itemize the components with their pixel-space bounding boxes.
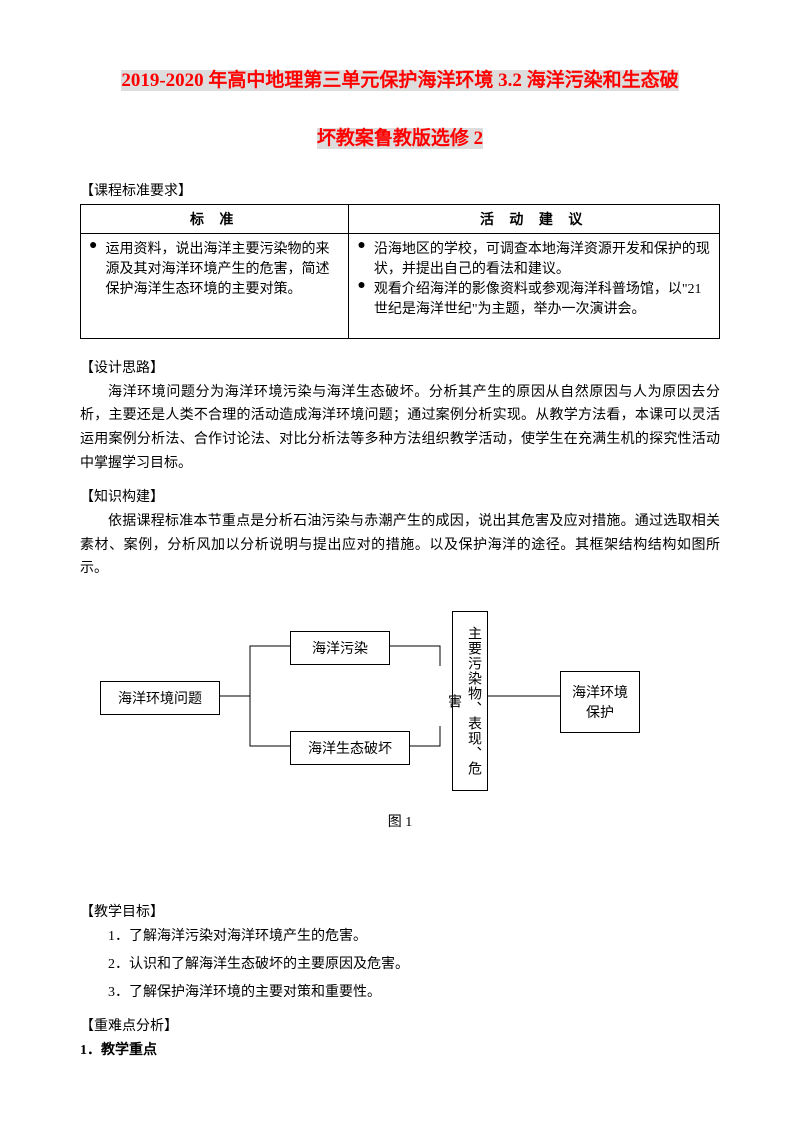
objectives-heading: 【教学目标】 (80, 901, 720, 921)
table-header-left: 标 准 (81, 204, 349, 233)
title-line-1: 2019-2020 年高中地理第三单元保护海洋环境 3.2 海洋污染和生态破 (121, 70, 678, 91)
right-bullet-text-2: 观看介绍海洋的影像资料或参观海洋科普场馆，以"21 世纪是海洋世纪"为主题，举办… (374, 278, 711, 318)
knowledge-heading: 【知识构建】 (80, 486, 720, 506)
bullet-icon: ● (89, 238, 97, 254)
diagram-node-pollutants: 主要污染物、表现、危害 (452, 611, 488, 791)
diagram-node-protection: 海洋环境保护 (560, 671, 640, 733)
table-cell-right: ● 沿海地区的学校，可调查本地海洋资源开发和保护的现状，并提出自己的看法和建议。… (349, 233, 720, 338)
objective-2: 2．认识和了解海洋生态破坏的主要原因及危害。 (108, 953, 720, 977)
bullet-icon: ● (357, 278, 365, 294)
difficulty-item: 1．教学重点 (80, 1039, 720, 1063)
table-cell-left: ● 运用资料，说出海洋主要污染物的来源及其对海洋环境产生的危害，简述保护海洋生态… (81, 233, 349, 338)
document-title: 2019-2020 年高中地理第三单元保护海洋环境 3.2 海洋污染和生态破 坏… (80, 60, 720, 160)
standards-table: 标 准 活 动 建 议 ● 运用资料，说出海洋主要污染物的来源及其对海洋环境产生… (80, 204, 720, 339)
table-header-right: 活 动 建 议 (349, 204, 720, 233)
diagram-node-pollution: 海洋污染 (290, 631, 390, 665)
difficulty-heading: 【重难点分析】 (80, 1015, 720, 1035)
diagram-node-root: 海洋环境问题 (100, 681, 220, 715)
right-bullet-text-1: 沿海地区的学校，可调查本地海洋资源开发和保护的现状，并提出自己的看法和建议。 (374, 238, 711, 278)
concept-diagram: 海洋环境问题 海洋污染 海洋生态破坏 主要污染物、表现、危害 海洋环境保护 (80, 601, 720, 801)
bullet-icon: ● (357, 238, 365, 254)
standards-heading: 【课程标准要求】 (80, 180, 720, 200)
diagram-node-ecology: 海洋生态破坏 (290, 731, 410, 765)
left-bullet-text: 运用资料，说出海洋主要污染物的来源及其对海洋环境产生的危害，简述保护海洋生态环境… (105, 238, 340, 298)
design-heading: 【设计思路】 (80, 357, 720, 377)
design-body: 海洋环境问题分为海洋环境污染与海洋生态破坏。分析其产生的原因从自然原因与人为原因… (80, 381, 720, 476)
objective-1: 1．了解海洋污染对海洋环境产生的危害。 (108, 925, 720, 949)
title-line-2: 坏教案鲁教版选修 2 (317, 128, 483, 149)
diagram-caption: 图 1 (80, 811, 720, 831)
objective-3: 3．了解保护海洋环境的主要对策和重要性。 (108, 981, 720, 1005)
knowledge-body: 依据课程标准本节重点是分析石油污染与赤潮产生的成因，说出其危害及应对措施。通过选… (80, 510, 720, 581)
